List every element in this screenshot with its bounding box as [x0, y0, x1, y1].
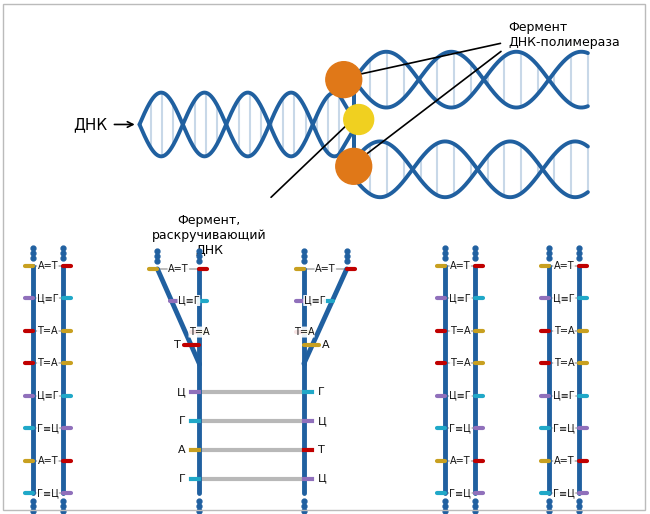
Text: А=Т: А=Т — [450, 261, 471, 271]
Text: А=Т: А=Т — [38, 261, 58, 271]
Circle shape — [336, 149, 372, 184]
Text: Ц≡Г: Ц≡Г — [178, 296, 200, 305]
Text: Т: Т — [318, 445, 324, 455]
Text: Ц≡Г: Ц≡Г — [449, 391, 471, 401]
Text: Г≡Ц: Г≡Ц — [449, 423, 471, 433]
Text: Т=А: Т=А — [554, 326, 575, 336]
Text: Т=А: Т=А — [189, 327, 209, 337]
Text: Т=А: Т=А — [450, 326, 471, 336]
Text: Г≡Ц: Г≡Ц — [37, 423, 58, 433]
Text: А=Т: А=Т — [450, 456, 471, 466]
Text: Г≡Ц: Г≡Ц — [553, 423, 575, 433]
Circle shape — [326, 62, 361, 98]
Text: Ц≡Г: Ц≡Г — [37, 391, 58, 401]
Text: ДНК: ДНК — [73, 117, 108, 132]
Text: Т=А: Т=А — [294, 327, 314, 337]
Text: Т: Т — [174, 340, 181, 350]
Text: Ц≡Г: Ц≡Г — [304, 296, 326, 305]
Text: А=Т: А=Т — [554, 456, 575, 466]
Text: Ц≡Г: Ц≡Г — [37, 293, 58, 303]
Text: Фермент,
раскручивающий
ДНК: Фермент, раскручивающий ДНК — [152, 214, 266, 257]
Text: Ц: Ц — [318, 416, 326, 426]
Text: Г≡Ц: Г≡Ц — [553, 488, 575, 498]
Text: Г≡Ц: Г≡Ц — [37, 488, 58, 498]
Text: Ц≡Г: Ц≡Г — [553, 391, 575, 401]
Text: Ц≡Г: Ц≡Г — [449, 293, 471, 303]
Text: А=Т: А=Т — [315, 264, 335, 274]
Text: Т=А: Т=А — [554, 358, 575, 369]
Text: Т=А: Т=А — [450, 358, 471, 369]
Text: А=Т: А=Т — [38, 456, 58, 466]
Text: Ц: Ц — [177, 388, 185, 397]
Text: Г≡Ц: Г≡Ц — [449, 488, 471, 498]
Text: Фермент
ДНК-полимераза: Фермент ДНК-полимераза — [508, 21, 620, 49]
Text: Г: Г — [179, 416, 185, 426]
Text: А: А — [177, 445, 185, 455]
Text: А: А — [322, 340, 330, 350]
Text: А=Т: А=Т — [168, 264, 188, 274]
Text: Г: Г — [179, 474, 185, 484]
Text: Т=А: Т=А — [38, 358, 58, 369]
Circle shape — [344, 104, 374, 135]
Text: Ц≡Г: Ц≡Г — [553, 293, 575, 303]
Text: А=Т: А=Т — [554, 261, 575, 271]
Text: Г: Г — [318, 388, 324, 397]
Text: Т=А: Т=А — [38, 326, 58, 336]
Text: Ц: Ц — [318, 474, 326, 484]
